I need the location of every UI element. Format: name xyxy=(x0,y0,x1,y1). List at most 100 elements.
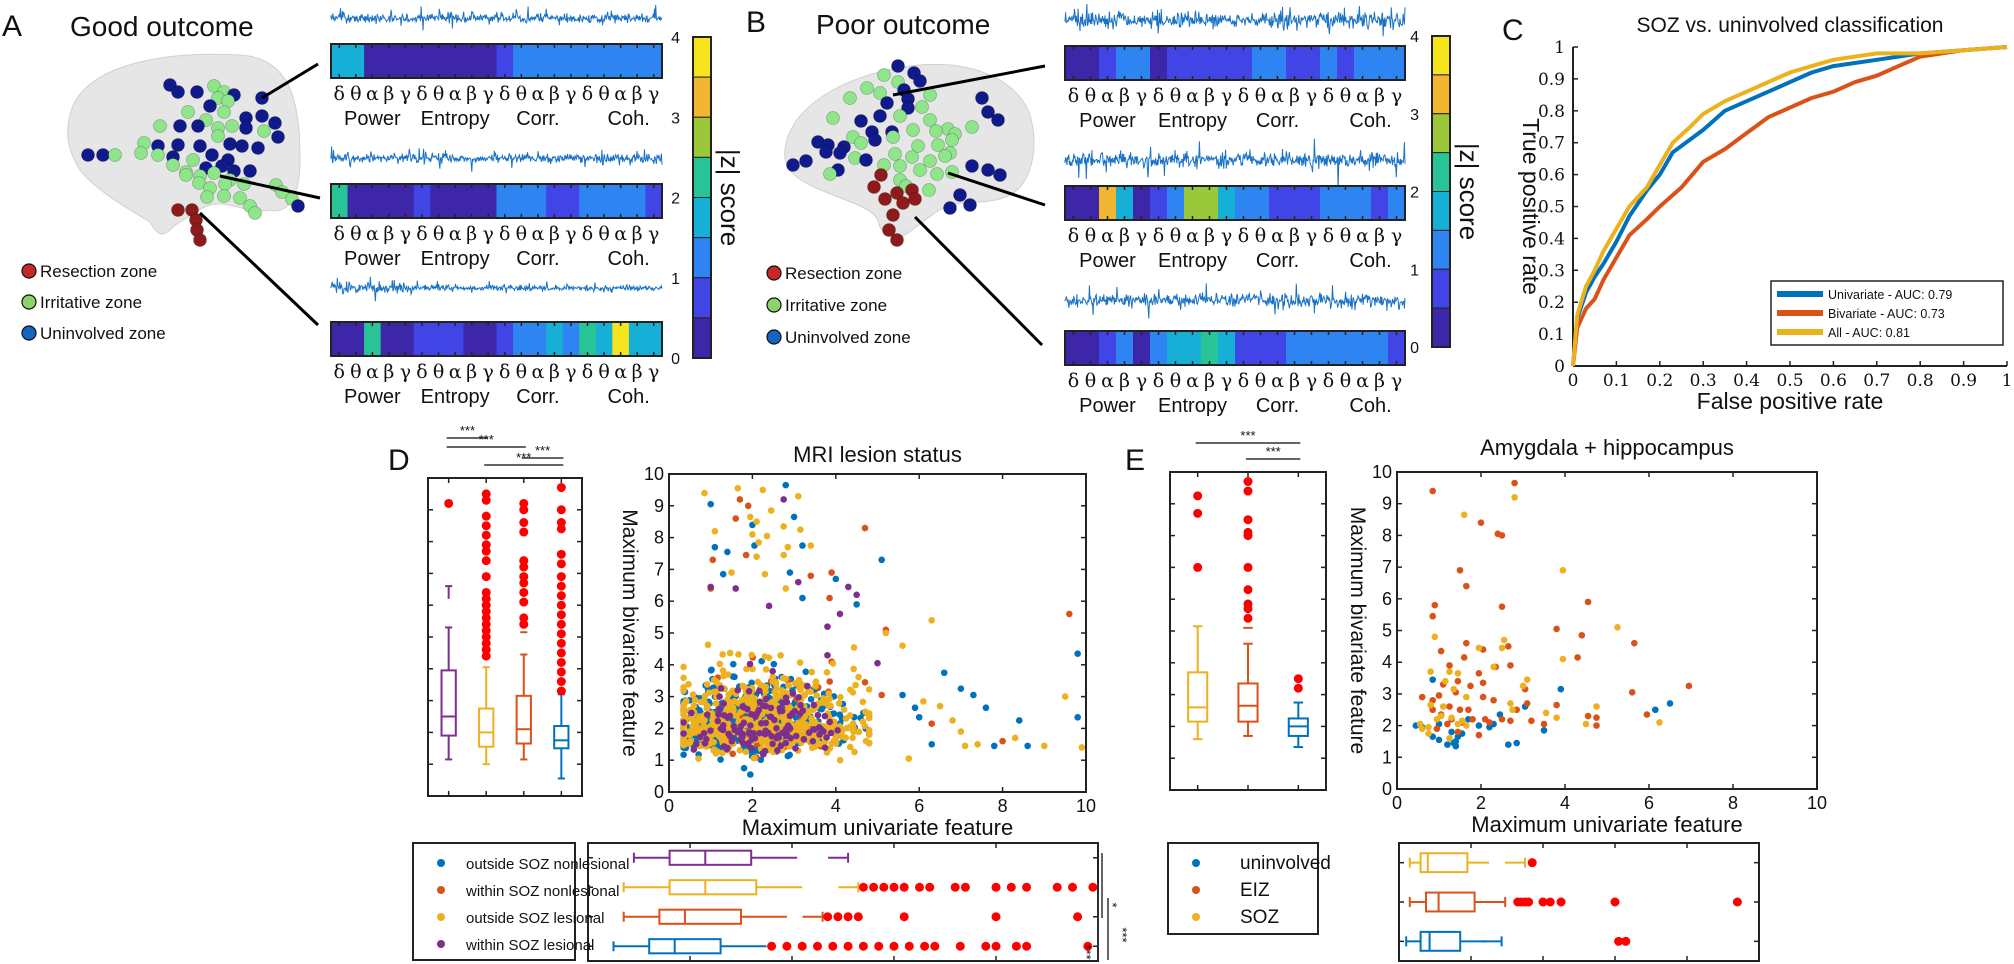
scatter-point xyxy=(729,660,737,668)
heatmap-cell xyxy=(1286,46,1304,80)
heatmap-cell xyxy=(496,184,514,218)
scatter-point xyxy=(680,741,687,749)
electrode-dot xyxy=(873,109,887,123)
scatter-point xyxy=(855,673,862,681)
heatmap-cell xyxy=(1303,186,1321,220)
y-tick-label: 0.4 xyxy=(1538,229,1565,249)
band-label: α xyxy=(449,361,462,383)
scatter-point xyxy=(1456,566,1464,574)
scatter-point xyxy=(680,751,687,759)
outlier-point xyxy=(556,572,566,582)
band-label: θ xyxy=(1340,370,1351,392)
scatter-point xyxy=(824,623,831,630)
scatter-point xyxy=(762,666,770,673)
scatter-point xyxy=(874,659,881,667)
band-label: γ xyxy=(565,223,576,245)
scatter-point xyxy=(1442,677,1449,685)
y-tick-label: 5 xyxy=(1382,621,1392,641)
scatter-point xyxy=(777,652,784,659)
outlier-point xyxy=(869,882,879,892)
box-outside-soz-nonlesional xyxy=(553,725,570,750)
heatmap-cell xyxy=(1184,331,1202,365)
outlier-point xyxy=(481,632,491,642)
outlier-point xyxy=(444,498,454,508)
scatter-point xyxy=(826,678,834,685)
electrode-dot xyxy=(251,141,265,155)
scatter-point xyxy=(724,671,732,678)
electrode-dot xyxy=(893,159,907,173)
heatmap-cell xyxy=(1252,186,1270,220)
outlier-point xyxy=(1193,562,1203,572)
outlier-point xyxy=(556,667,566,677)
scatter-point xyxy=(711,543,719,551)
heatmap-cell xyxy=(1303,46,1321,80)
band-label: θ xyxy=(516,361,527,383)
scatter-point xyxy=(713,688,720,696)
scatter-point xyxy=(1507,662,1514,669)
heatmap-frame xyxy=(330,183,663,219)
scatter-point xyxy=(865,726,873,734)
scatter-point xyxy=(719,749,726,757)
scatter-point xyxy=(1507,700,1514,707)
scatter-point xyxy=(849,734,856,742)
legend-label: outside SOZ lesional xyxy=(466,910,604,927)
band-label: α xyxy=(1356,370,1369,392)
outlier-point xyxy=(899,882,909,892)
y-tick-label: 7 xyxy=(654,559,664,579)
electrode-dot xyxy=(923,88,937,102)
scatter-point xyxy=(749,665,756,673)
scatter-point xyxy=(757,720,765,727)
outlier-point xyxy=(1524,897,1534,907)
scatter-point xyxy=(774,694,781,701)
scatter-point xyxy=(928,741,936,748)
band-label: β xyxy=(466,361,477,383)
scatter-point xyxy=(773,685,781,693)
heatmap-cell xyxy=(463,44,481,78)
colorbar-tick: 4 xyxy=(1410,29,1419,46)
electrode-dot xyxy=(191,119,205,133)
scatter-point xyxy=(1425,730,1432,737)
scatter-point xyxy=(739,682,747,690)
heatmap-cell xyxy=(529,322,547,356)
scatter-point xyxy=(837,693,844,701)
electrode-dot xyxy=(235,139,249,153)
band-label: β xyxy=(1289,85,1300,107)
heatmap-cell xyxy=(1218,186,1236,220)
scatter-point xyxy=(1429,487,1436,495)
electrode-dot xyxy=(203,99,217,113)
heatmap-cell xyxy=(380,184,398,218)
outlier-point xyxy=(1614,936,1624,946)
scatter-point xyxy=(732,585,740,592)
eeg-trace xyxy=(330,146,663,172)
scatter-point xyxy=(1479,679,1487,687)
outlier-point xyxy=(481,607,491,617)
scatter-point xyxy=(816,740,824,748)
legend-marker-uninvolved-zone xyxy=(21,325,37,341)
electrode-dot xyxy=(217,105,231,119)
scatter-point xyxy=(680,703,687,711)
heatmap-cell xyxy=(1184,46,1202,80)
heatmap-cell xyxy=(331,44,349,78)
electrode-dot xyxy=(225,119,239,133)
scatter-point xyxy=(782,585,790,592)
heatmap-cell xyxy=(1150,186,1168,220)
group-label: Entropy xyxy=(421,108,490,130)
scatter-point xyxy=(1500,636,1508,644)
band-label: γ xyxy=(565,83,576,105)
heatmap-cell xyxy=(1371,46,1389,80)
scatter-point xyxy=(716,660,724,668)
scatter-point xyxy=(1078,744,1086,751)
scatter-point xyxy=(780,496,787,503)
electrode-dot xyxy=(878,192,892,206)
electrode-dot xyxy=(963,198,977,212)
x-tick-label: 0.7 xyxy=(1863,371,1890,391)
band-label: θ xyxy=(1170,85,1181,107)
heatmap-frame xyxy=(1064,185,1406,221)
outlier-point xyxy=(1293,674,1303,684)
outlier-point xyxy=(1073,912,1083,922)
scatter-point xyxy=(773,724,780,732)
heatmap-cell xyxy=(562,184,580,218)
electrode-dot xyxy=(193,233,207,247)
scatter-point xyxy=(797,686,804,694)
outlier-point xyxy=(1006,882,1016,892)
